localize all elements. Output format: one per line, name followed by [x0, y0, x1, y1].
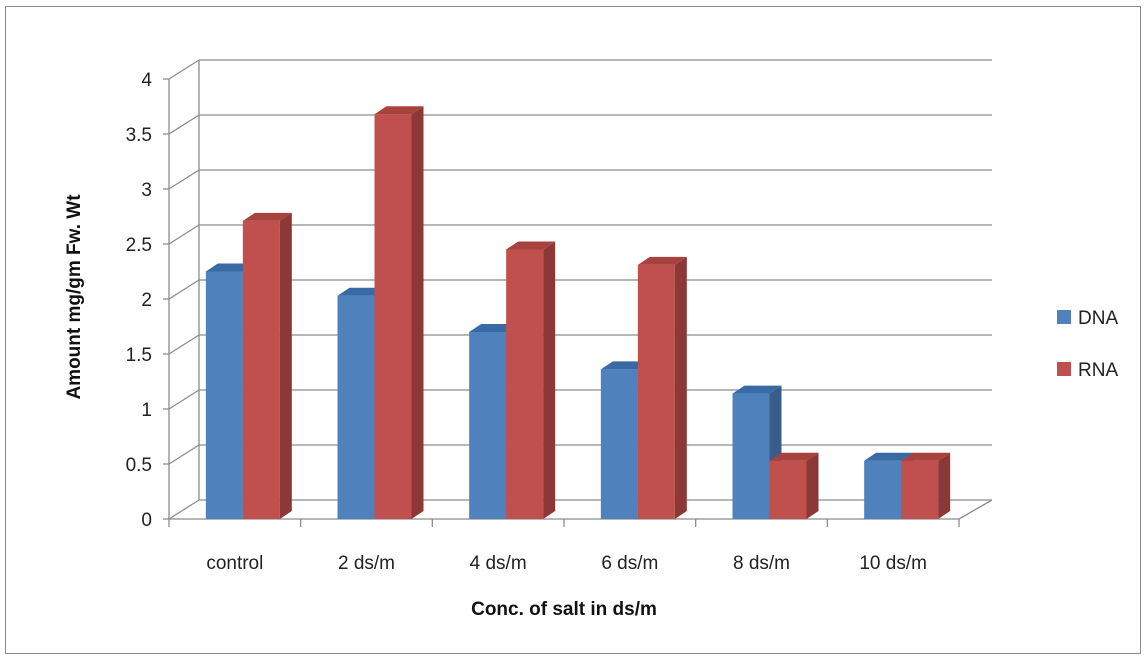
bar-side: [279, 212, 292, 519]
bar-front: [205, 271, 243, 519]
gridline-depth: [168, 224, 200, 245]
x-tick-label: 10 ds/m: [859, 553, 927, 574]
y-tick-label: 1: [141, 400, 152, 421]
bar-front: [374, 114, 412, 519]
bar-top: [506, 241, 556, 250]
ticks-layer: 0 0.5 1 1.5 2 2.5 3 3.5 4 control 2 ds/m 4 ds/m 6 ds…: [126, 70, 927, 574]
chart-frame: 0 0.5 1 1.5 2 2.5 3 3.5 4 control 2 ds/m 4 ds/m 6 ds…: [5, 6, 1141, 654]
legend-swatch-dna: [1057, 310, 1071, 324]
legend: DNA RNA: [1057, 308, 1118, 381]
bar-rna: [374, 106, 424, 519]
y-tick-label: 2.5: [126, 235, 152, 256]
bar-top: [637, 256, 687, 265]
floor-right-edge: [958, 499, 993, 520]
bar-top: [732, 385, 782, 394]
bar-side: [938, 452, 951, 519]
x-axis-title: Conc. of salt in ds/m: [471, 599, 657, 620]
gridline-depth: [168, 279, 200, 300]
x-tick-label: 8 ds/m: [733, 553, 790, 574]
bar-front: [769, 460, 807, 519]
bar-front: [864, 460, 902, 519]
legend-swatch-rna: [1057, 362, 1071, 376]
x-tick-label: 4 ds/m: [470, 553, 527, 574]
axis-layer: [163, 60, 993, 527]
chart-svg: 0 0.5 1 1.5 2 2.5 3 3.5 4 control 2 ds/m 4 ds/m 6 ds…: [64, 59, 1118, 620]
bar-rna: [506, 241, 556, 519]
gridline-depth: [168, 444, 200, 465]
y-tick-label: 3: [141, 180, 152, 201]
bar-top: [600, 361, 650, 370]
x-tick-label: 6 ds/m: [601, 553, 658, 574]
bar-top: [374, 106, 424, 115]
bar-front: [242, 220, 280, 519]
y-tick-label: 0: [141, 510, 152, 531]
bar-rna: [242, 212, 292, 519]
y-tick-label: 1.5: [126, 345, 152, 366]
gridline-depth: [168, 114, 200, 135]
bar-front: [600, 369, 638, 519]
legend-label-dna: DNA: [1078, 308, 1118, 329]
bar-side: [806, 452, 819, 519]
bar-top: [205, 263, 255, 272]
bar-front: [469, 332, 507, 519]
bar-side: [411, 106, 424, 519]
grid-layer: [168, 59, 992, 520]
y-tick-label: 0.5: [126, 455, 152, 476]
gridline-depth: [168, 499, 200, 520]
x-tick-label: 2 ds/m: [338, 553, 395, 574]
gridline-depth: [168, 389, 200, 410]
bar-front: [732, 393, 770, 519]
bars-layer: [205, 106, 951, 519]
y-tick-label: 2: [141, 290, 152, 311]
bar-top: [469, 324, 519, 332]
bar-top: [337, 287, 387, 296]
legend-label-rna: RNA: [1078, 360, 1118, 381]
gridline-depth: [168, 169, 200, 190]
gridline-depth: [168, 334, 200, 355]
gridline-depth: [168, 59, 200, 80]
bar-dna: [337, 287, 387, 519]
bar-top: [901, 452, 951, 461]
bar-top: [769, 452, 819, 461]
bar-front: [506, 249, 544, 519]
bar-rna: [901, 452, 951, 519]
y-axis-title: Amount mg/gm Fw. Wt: [64, 194, 85, 400]
bar-rna: [769, 452, 819, 519]
bar-front: [337, 295, 375, 519]
bar-front: [901, 460, 939, 519]
bar-rna: [637, 256, 687, 519]
bar-top: [242, 212, 292, 221]
bar-side: [674, 256, 687, 519]
y-tick-label: 4: [141, 70, 152, 91]
bar-front: [637, 264, 675, 519]
x-tick-label: control: [206, 553, 263, 574]
y-tick-label: 3.5: [126, 125, 152, 146]
bar-side: [543, 241, 556, 519]
bar-top: [864, 452, 914, 461]
